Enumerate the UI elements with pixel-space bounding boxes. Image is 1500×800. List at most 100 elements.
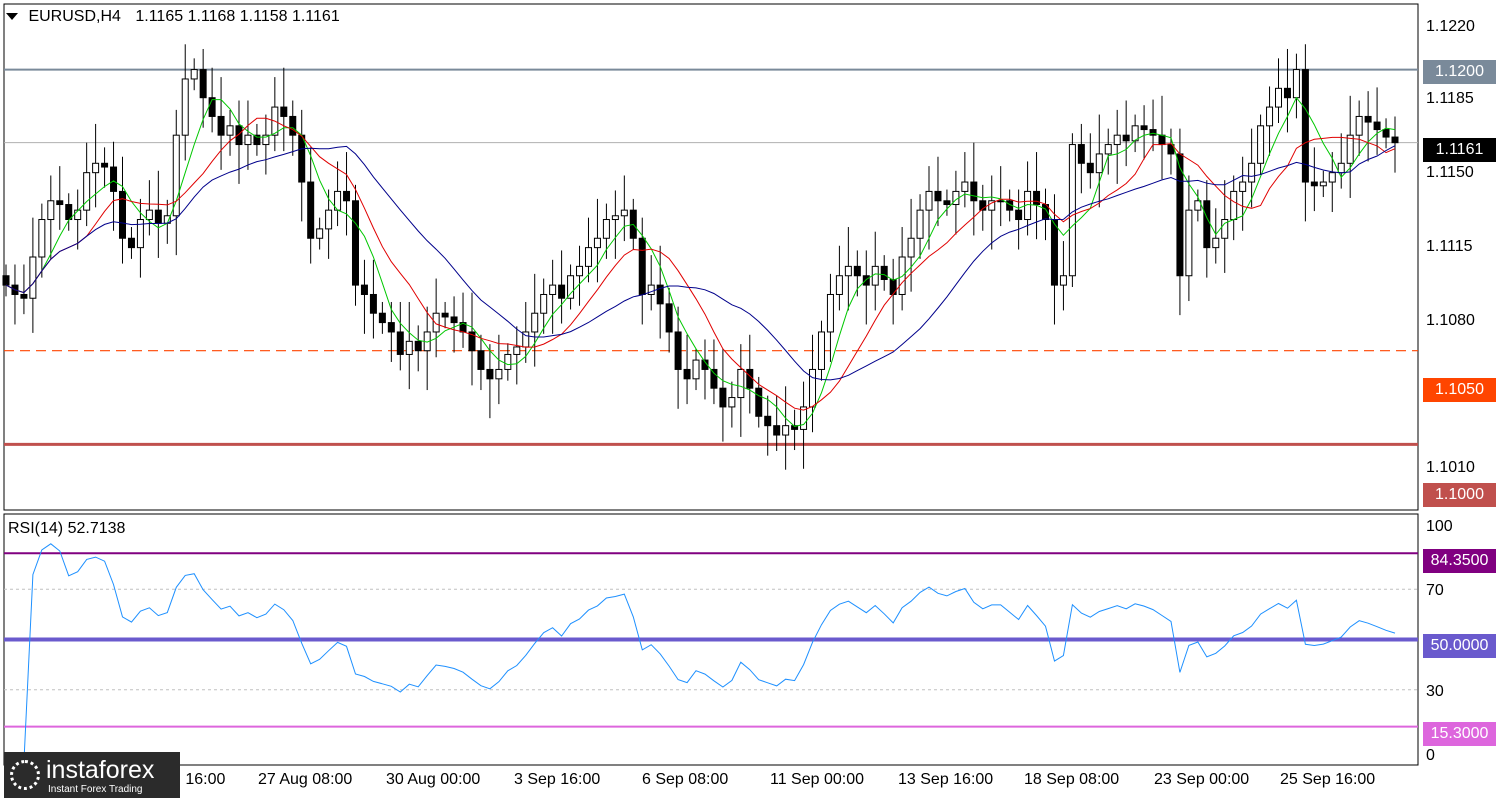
candle-body — [1319, 181, 1327, 187]
candle-body — [567, 275, 575, 299]
candle-body — [988, 200, 996, 211]
triangle-down-icon[interactable] — [6, 13, 18, 21]
candle-body — [1086, 162, 1094, 174]
candle-body — [1122, 134, 1130, 142]
symbol-header[interactable]: EURUSD,H4 1.1165 1.1168 1.1158 1.1161 — [6, 8, 340, 26]
candle-body — [1364, 115, 1372, 123]
support-price-tag: 1.1000 — [1423, 483, 1496, 507]
candle-body — [38, 219, 46, 258]
rsi-tick: 0 — [1426, 747, 1435, 764]
candle-body — [576, 265, 584, 277]
candle-body — [110, 166, 118, 192]
candle-body — [611, 215, 619, 221]
candle-body — [1131, 125, 1139, 142]
candle-body — [979, 200, 987, 211]
candle-body — [253, 134, 261, 146]
candle-body — [1373, 121, 1381, 131]
time-tick: 6 Sep 08:00 — [642, 771, 729, 788]
candle-body — [387, 322, 395, 333]
price-tick: 1.1220 — [1426, 18, 1475, 35]
candle-body — [710, 368, 718, 389]
rsi-tick: 30 — [1426, 683, 1444, 700]
candle-body — [728, 397, 736, 408]
candle-body — [1104, 144, 1112, 155]
candle-body — [683, 368, 691, 380]
instaforex-logo: instaforex Instant Forex Trading — [4, 752, 180, 798]
candle-body — [719, 387, 727, 408]
candle-body — [961, 181, 969, 192]
candle-body — [826, 293, 834, 333]
candle-body — [1221, 219, 1229, 239]
candle-body — [1015, 209, 1023, 221]
candle-body — [1149, 129, 1157, 136]
candle-body — [1292, 69, 1300, 99]
candle-body — [1212, 237, 1220, 249]
candle-body — [83, 172, 91, 211]
candle-body — [1185, 209, 1193, 277]
candle-body — [925, 190, 933, 211]
candle-body — [674, 331, 682, 370]
candle-body — [1346, 134, 1354, 164]
candle-body — [593, 237, 601, 249]
candle-body — [244, 134, 252, 146]
candle-body — [558, 284, 566, 299]
candle-body — [1050, 219, 1058, 286]
candle-body — [1283, 87, 1291, 99]
candle-body — [2, 275, 10, 286]
candle-body — [199, 69, 207, 99]
candle-body — [468, 331, 476, 352]
symbol-label: EURUSD,H4 — [28, 8, 121, 25]
candle-body — [853, 265, 861, 277]
candle-body — [1194, 200, 1202, 211]
candle-body — [1248, 162, 1256, 183]
candle-body — [280, 106, 288, 117]
candle-body — [809, 368, 817, 408]
candle-body — [101, 162, 109, 168]
candle-body — [298, 134, 306, 183]
candle-body — [620, 209, 628, 217]
candle-body — [504, 353, 512, 370]
candle-body — [1257, 125, 1265, 164]
candle-body — [226, 125, 234, 136]
candle-body — [943, 200, 951, 206]
candle-body — [665, 303, 673, 333]
candle-body — [584, 247, 592, 267]
current-price-tag: 1.1161 — [1423, 138, 1496, 162]
candle-body — [325, 209, 333, 230]
candle-body — [92, 162, 100, 174]
candle-body — [746, 368, 754, 389]
logo-tagline: Instant Forex Trading — [48, 784, 143, 795]
candle-body — [29, 256, 37, 299]
candle-body — [701, 359, 709, 370]
candle-body — [1266, 106, 1274, 127]
rsi-tick: 100 — [1426, 518, 1453, 535]
rsi-header: RSI(14) 52.7138 — [8, 520, 126, 537]
candle-body — [656, 284, 664, 305]
time-tick: 25 Sep 16:00 — [1280, 771, 1376, 788]
candle-body — [782, 425, 790, 436]
time-tick: 23 Sep 00:00 — [1154, 771, 1250, 788]
candle-body — [351, 200, 359, 286]
candle-body — [477, 350, 485, 370]
candle-body — [262, 134, 270, 146]
candle-body — [235, 125, 243, 146]
ma-slow-line — [5, 145, 1396, 381]
candle-body — [289, 115, 297, 136]
candle-body — [647, 284, 655, 295]
candle-body — [432, 312, 440, 333]
candle-body — [907, 237, 915, 258]
ma-mid-line — [5, 117, 1396, 411]
rsi-upper-tag: 84.3500 — [1423, 549, 1496, 573]
candle-body — [755, 387, 763, 417]
candle-body — [20, 293, 28, 299]
candle-body — [396, 331, 404, 355]
candle-body — [1239, 181, 1247, 192]
candle-body — [970, 181, 978, 202]
candle-body — [844, 265, 852, 277]
candle-body — [127, 237, 135, 249]
time-tick: 30 Aug 00:00 — [386, 771, 481, 788]
time-tick: 13 Sep 16:00 — [898, 771, 994, 788]
candle-body — [1391, 136, 1399, 144]
candle-body — [405, 340, 413, 355]
